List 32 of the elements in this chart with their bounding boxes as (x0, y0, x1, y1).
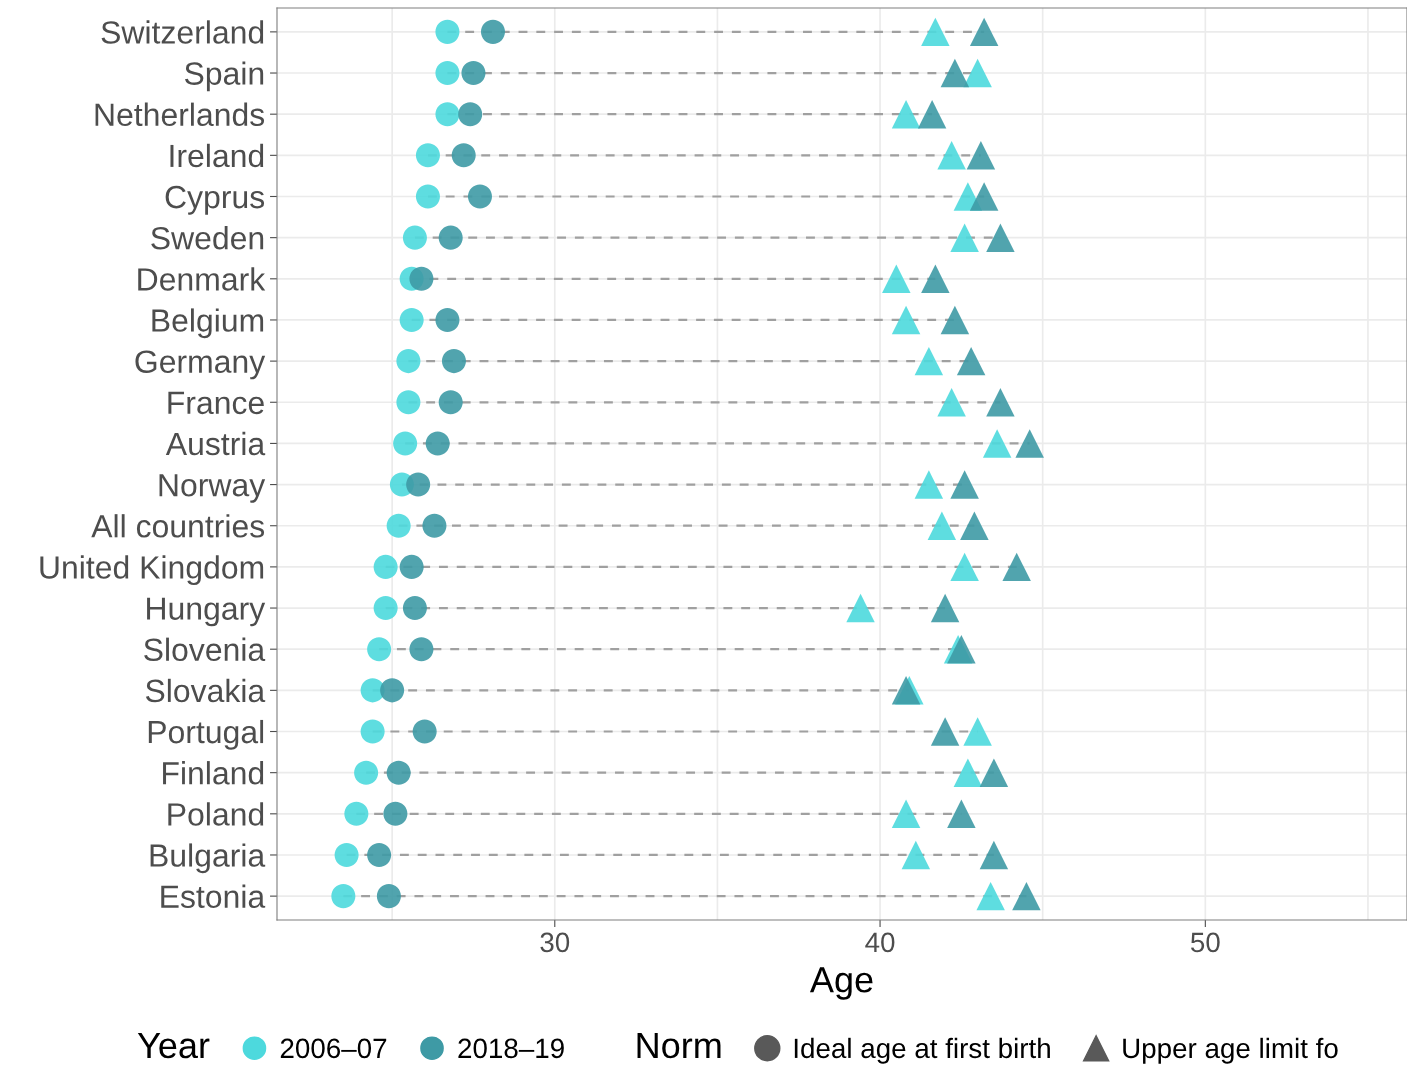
y-tick-label: Belgium (152, 308, 264, 339)
legend-label: 2006–07 (280, 1038, 387, 1059)
y-tick-label: Austria (165, 431, 266, 456)
y-tick-label: Estonia (161, 884, 266, 909)
x-tick-label: 50 (1190, 932, 1220, 953)
y-tick-label: Slovenia (144, 637, 266, 662)
y-tick-label: Hungary (147, 597, 266, 627)
y-tick-label: Cyprus (165, 185, 265, 215)
y-tick-label: Portugal (148, 719, 264, 750)
y-tick-label: Poland (168, 802, 264, 826)
y-tick-label: Spain (184, 61, 264, 92)
y-tick-label: Switzerland (101, 20, 264, 44)
x-axis-title: Age (809, 967, 873, 1000)
y-tick-label: Bulgaria (150, 843, 266, 874)
y-tick-label: All countries (91, 514, 265, 538)
y-tick-label: Germany (135, 350, 266, 380)
legend-title: Year (137, 1033, 210, 1059)
y-tick-label: Netherlands (95, 102, 265, 127)
text: Ideal age at first birth (794, 1037, 1050, 1064)
y-tick-label: Norway (159, 474, 266, 503)
y-tick-label: Ireland (170, 143, 264, 168)
x-tick-label: 30 (540, 932, 570, 953)
y-tick-label: France (168, 391, 264, 415)
legend-label: 2018–19 (458, 1038, 564, 1059)
y-tick-label: Slovakia (145, 678, 266, 703)
text: Upper age limit fo (1123, 1037, 1338, 1064)
y-tick-label: Sweden (151, 226, 264, 250)
y-tick-label: United Kingdom (40, 555, 264, 586)
x-tick-label: 40 (865, 932, 895, 953)
y-tick-label: Denmark (138, 267, 266, 291)
text: Norm (637, 1033, 721, 1059)
y-tick-label: Finland (163, 761, 264, 785)
